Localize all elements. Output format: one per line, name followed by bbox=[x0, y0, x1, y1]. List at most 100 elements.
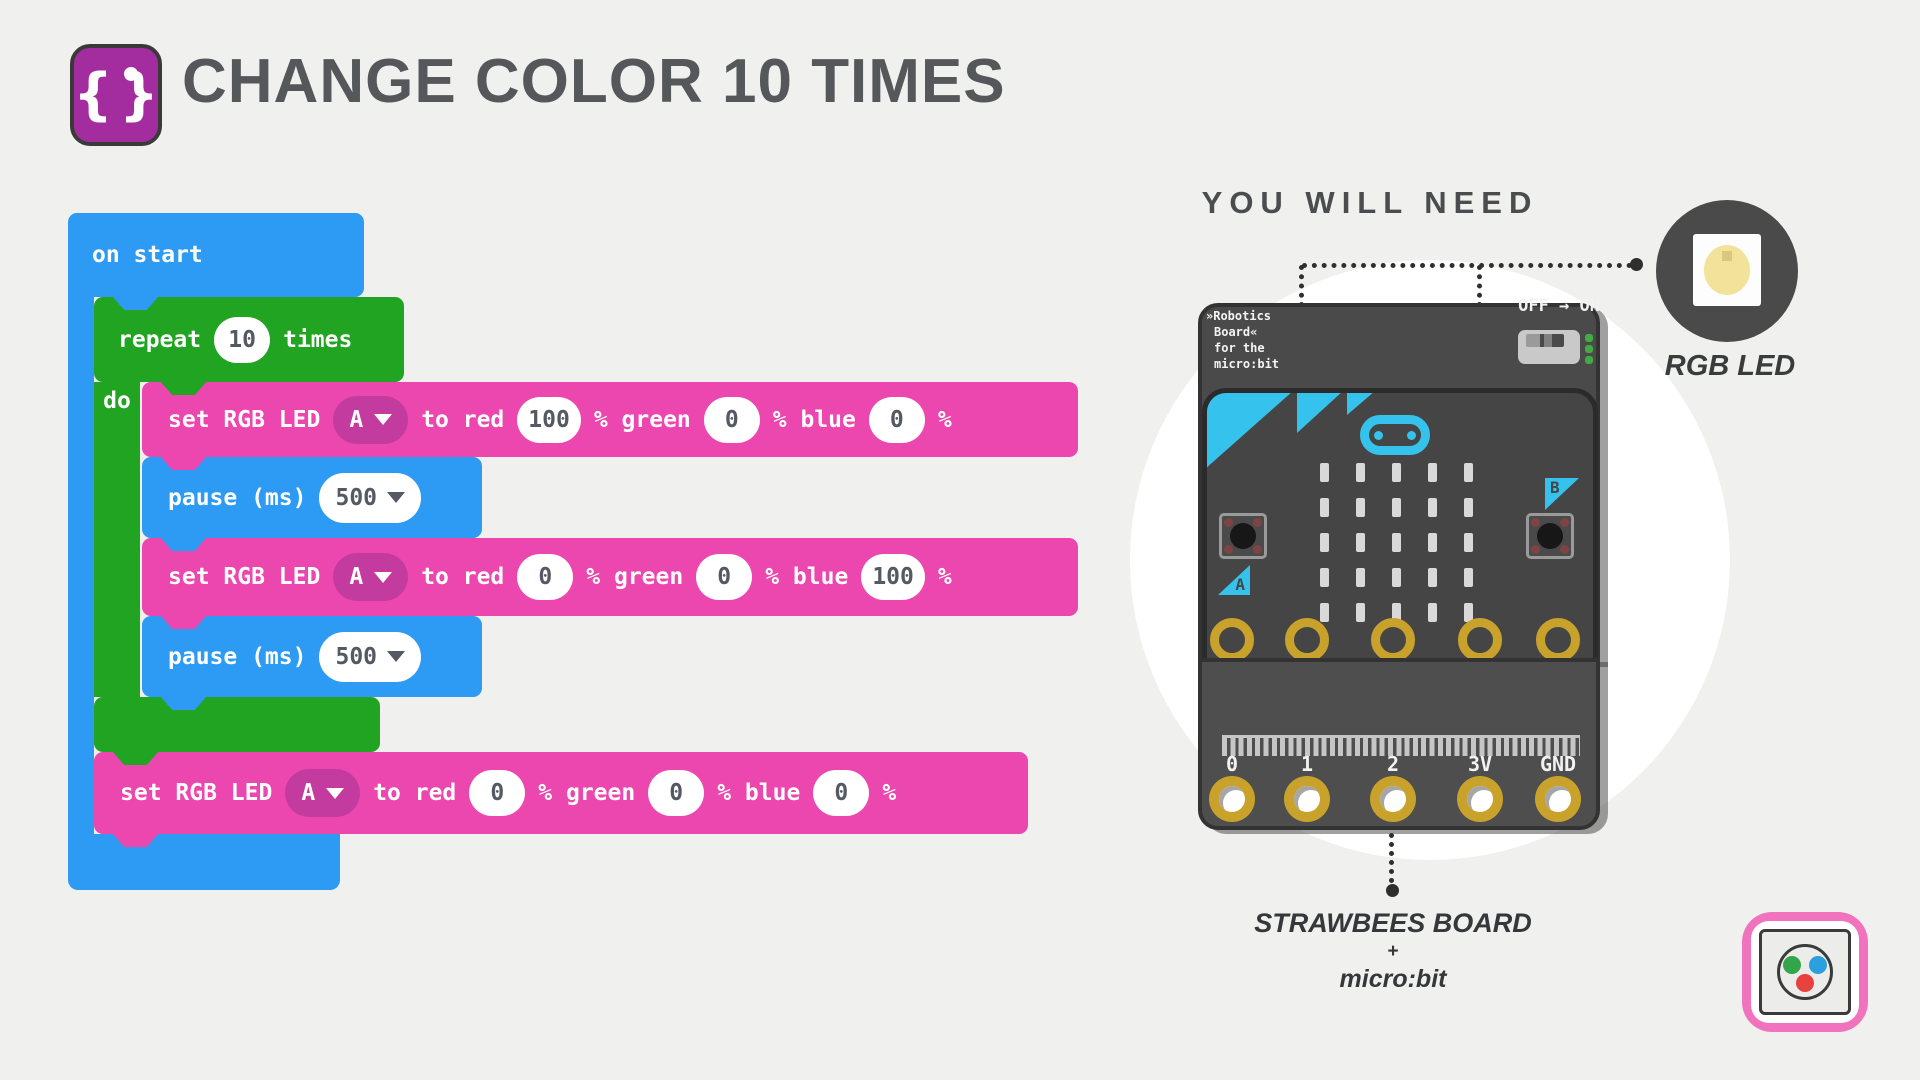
red-value-field[interactable]: 0 bbox=[517, 554, 574, 600]
blue-value-field[interactable]: 0 bbox=[868, 396, 925, 443]
green-value-field[interactable]: 0 bbox=[648, 770, 705, 816]
button-b[interactable] bbox=[1526, 513, 1574, 559]
block-notch bbox=[112, 751, 159, 765]
pause-label: pause (ms) bbox=[168, 643, 307, 670]
green-label: % green bbox=[593, 406, 691, 433]
chevron-down-icon bbox=[374, 414, 393, 425]
board-title-text: »Robotics Board« for the micro:bit bbox=[1206, 308, 1279, 372]
port-value: A bbox=[301, 780, 316, 806]
caption-plus: + bbox=[1387, 941, 1399, 962]
logo-led-package bbox=[1759, 929, 1851, 1015]
red-value-field[interactable]: 0 bbox=[469, 770, 526, 816]
block-notch bbox=[160, 456, 207, 470]
pin-ring-icon bbox=[1209, 776, 1255, 822]
green-value-field[interactable]: 0 bbox=[696, 554, 753, 600]
on-start-bottom-bar[interactable] bbox=[68, 833, 340, 890]
dotted-callout-line bbox=[1302, 263, 1632, 268]
pin-label-3v: 3V bbox=[1467, 752, 1493, 776]
blue-label: % blue bbox=[772, 406, 856, 433]
green-label: % green bbox=[538, 780, 636, 806]
page-title: CHANGE COLOR 10 TIMES bbox=[182, 47, 1006, 116]
callout-dot bbox=[1630, 258, 1643, 271]
set-rgb-led-block-1[interactable]: set RGB LED A to red 100 % green 0 % blu… bbox=[142, 381, 1078, 457]
port-value: A bbox=[349, 564, 364, 590]
repeat-count-field[interactable]: 10 bbox=[214, 316, 271, 363]
to-red-label: to red bbox=[421, 564, 505, 590]
port-value: A bbox=[349, 406, 364, 433]
pad-ring-icon bbox=[1285, 618, 1329, 662]
pad-ring-icon bbox=[1536, 618, 1580, 662]
board-title-line: for the bbox=[1214, 341, 1265, 355]
repeat-label: repeat bbox=[118, 326, 202, 353]
green-label: % green bbox=[586, 564, 684, 590]
do-label: do bbox=[103, 388, 131, 414]
off-on-label: OFF → ON bbox=[1518, 296, 1600, 316]
power-led-icon bbox=[1585, 334, 1593, 342]
set-rgb-led-label: set RGB LED bbox=[168, 406, 321, 433]
repeat-times-label: times bbox=[283, 326, 353, 353]
red-value-field[interactable]: 100 bbox=[517, 396, 581, 443]
pin-ring-icon bbox=[1535, 776, 1581, 822]
edge-connector-teeth bbox=[1222, 735, 1580, 756]
blue-value-field[interactable]: 100 bbox=[861, 554, 925, 600]
blue-dot-icon bbox=[1809, 956, 1827, 974]
port-dropdown[interactable]: A bbox=[333, 553, 409, 601]
logo-inner-frame bbox=[1751, 921, 1859, 1023]
callout-dot bbox=[1386, 884, 1399, 897]
pin-label-1: 1 bbox=[1300, 752, 1314, 776]
pin-label-gnd: GND bbox=[1539, 752, 1577, 776]
button-a[interactable] bbox=[1219, 513, 1267, 559]
board-title-line: »Robotics bbox=[1206, 309, 1272, 323]
pause-duration-dropdown[interactable]: 500 bbox=[319, 631, 422, 682]
rgb-led-die bbox=[1704, 245, 1750, 295]
board-title-line: Board« bbox=[1214, 325, 1258, 339]
pin-ring-icon bbox=[1284, 776, 1330, 822]
blue-label: % blue bbox=[717, 780, 801, 806]
block-notch bbox=[112, 296, 159, 310]
chevron-down-icon bbox=[387, 651, 406, 662]
corner-triangle-icon bbox=[1207, 393, 1293, 469]
board-title-line: micro:bit bbox=[1214, 357, 1280, 371]
pin-ring-icon bbox=[1457, 776, 1503, 822]
repeat-bottom-bar[interactable] bbox=[94, 696, 380, 752]
caption-line-2: micro:bit bbox=[1339, 965, 1447, 993]
power-led-icon bbox=[1585, 345, 1593, 353]
port-dropdown[interactable]: A bbox=[285, 769, 361, 817]
red-dot-icon bbox=[1796, 974, 1814, 992]
set-rgb-led-label: set RGB LED bbox=[120, 780, 273, 806]
block-notch bbox=[160, 696, 207, 710]
green-dot-icon bbox=[1783, 956, 1801, 974]
pause-duration-value: 500 bbox=[335, 484, 378, 511]
on-start-label: on start bbox=[92, 242, 203, 268]
set-rgb-led-block-3[interactable]: set RGB LED A to red 0 % green 0 % blue … bbox=[94, 751, 1028, 834]
blue-value-field[interactable]: 0 bbox=[813, 770, 870, 816]
strawbees-rgb-logo-icon bbox=[1742, 912, 1868, 1032]
port-dropdown[interactable]: A bbox=[333, 395, 409, 444]
microbit-logo-icon bbox=[1360, 415, 1430, 455]
block-notch bbox=[112, 833, 159, 847]
dotted-callout-line bbox=[1477, 265, 1482, 307]
pause-block-2[interactable]: pause (ms) 500 bbox=[142, 615, 482, 697]
chevron-down-icon bbox=[387, 492, 406, 503]
led-matrix bbox=[1320, 463, 1473, 622]
repeat-left-bar[interactable]: do bbox=[94, 382, 140, 697]
power-switch[interactable] bbox=[1518, 330, 1580, 364]
power-led-icon bbox=[1585, 356, 1593, 364]
set-rgb-led-block-2[interactable]: set RGB LED A to red 0 % green 0 % blue … bbox=[142, 537, 1078, 616]
caption-line-1: STRAWBEES BOARD bbox=[1254, 908, 1532, 938]
repeat-block[interactable]: repeat 10 times bbox=[94, 296, 404, 382]
blue-label: % blue bbox=[765, 564, 849, 590]
chevron-down-icon bbox=[374, 571, 393, 583]
to-red-label: to red bbox=[373, 780, 457, 806]
to-red-label: to red bbox=[421, 406, 505, 433]
on-start-block[interactable]: on start bbox=[68, 213, 364, 297]
green-value-field[interactable]: 0 bbox=[703, 396, 760, 443]
block-notch bbox=[160, 381, 207, 395]
pin-label-2: 2 bbox=[1386, 752, 1400, 776]
pause-block-1[interactable]: pause (ms) 500 bbox=[142, 456, 482, 538]
set-rgb-led-label: set RGB LED bbox=[168, 564, 321, 590]
pause-duration-dropdown[interactable]: 500 bbox=[319, 472, 422, 523]
pin-ring-icon bbox=[1370, 776, 1416, 822]
on-start-left-bar[interactable] bbox=[68, 280, 94, 836]
